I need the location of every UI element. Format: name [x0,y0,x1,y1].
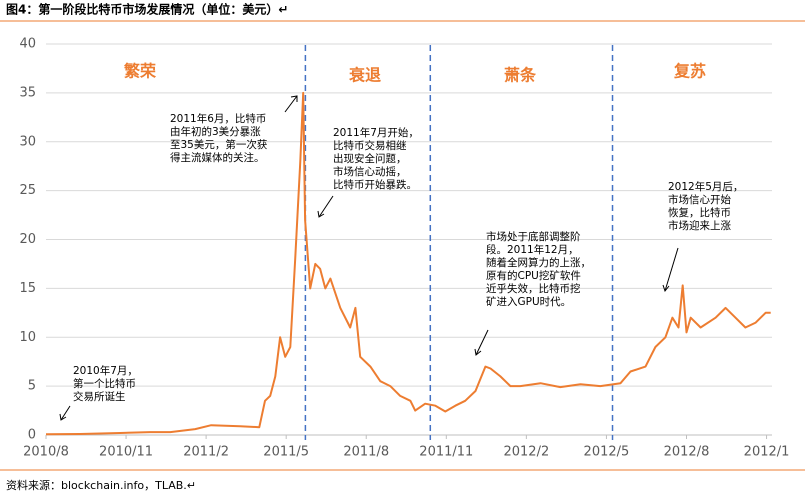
x-tick-label: 2011/5 [263,445,309,460]
annotation-line: 矿进入GPU时代。 [486,295,571,308]
annotation-line: 市场处于底部调整阶 [486,230,581,243]
arrow-head [290,95,298,102]
y-tick-label: 25 [19,183,36,198]
annotation-line: 原有的CPU挖矿软件 [486,269,581,282]
y-tick-label: 5 [28,379,36,394]
annotation-line: 交易所诞生 [73,390,126,403]
arrow [284,95,298,113]
annotation-line: 市场迎来上涨 [668,219,731,232]
chart-title: 图4：第一阶段比特币市场发展情况（单位：美元）↵ [6,2,288,17]
x-tick-label: 2012/1 [744,445,790,460]
arrow-head [662,284,670,293]
arrow [664,247,679,292]
y-tick-label: 40 [19,37,36,52]
y-tick-label: 10 [19,330,36,345]
annotation-line: 由年初的3美分暴涨 [170,125,261,138]
y-tick-label: 20 [19,232,36,247]
arrow-head [474,348,482,356]
annotation-line: 得主流媒体的关注。 [170,151,265,164]
x-tick-label: 2011/8 [343,445,389,460]
arrow [475,329,489,356]
annotation-line: 比特币开始暴跌。 [333,178,417,191]
annotation-line: 至35美元，第一次获 [170,138,267,151]
phase-label: 繁荣 [123,62,156,81]
phase-label: 复苏 [673,62,706,81]
source: 资料来源：blockchain.info，TLAB.↵ [6,478,196,492]
x-tick-label: 2012/8 [664,445,710,460]
x-tick-label: 2012/2 [503,445,549,460]
arrows [59,95,679,421]
x-tick-label: 2011/11 [419,445,473,460]
annotation-line: 2012年5月后， [668,180,743,193]
arrow-head [59,413,67,421]
arrow [318,195,334,218]
y-tick-label: 0 [28,428,36,443]
x-tick-label: 2010/11 [99,445,153,460]
y-tick-label: 15 [19,281,36,296]
annotation-line: 市场信心动摇， [333,165,407,178]
annotation-line: 2011年6月，比特币 [170,112,266,125]
annotation-line: 比特币交易相继 [333,139,407,152]
annotation-line: 2010年7月， [73,364,138,377]
annotation-line: 随着全网算力的上涨， [486,256,591,269]
annotation-line: 出现安全问题， [333,152,407,165]
x-tick-label: 2011/2 [183,445,229,460]
arrow [60,405,71,421]
x-tick-label: 2012/5 [584,445,630,460]
x-tick-label: 2010/8 [23,445,69,460]
annotation-line: 段。2011年12月， [486,243,579,256]
phase-label: 萧条 [504,66,537,85]
annotation-line: 市场信心开始 [668,193,731,206]
y-tick-label: 35 [19,85,36,100]
arrow-head [317,210,325,218]
annotation-line: 2011年7月开始， [333,126,419,139]
phase-label: 衰退 [348,66,381,85]
annotation-line: 第一个比特币 [73,377,136,390]
price-line [45,91,771,436]
y-tick-label: 30 [19,134,36,149]
annotation-line: 恢复，比特币 [668,206,731,219]
annotation-line: 近乎失效，比特币挖 [486,282,581,295]
